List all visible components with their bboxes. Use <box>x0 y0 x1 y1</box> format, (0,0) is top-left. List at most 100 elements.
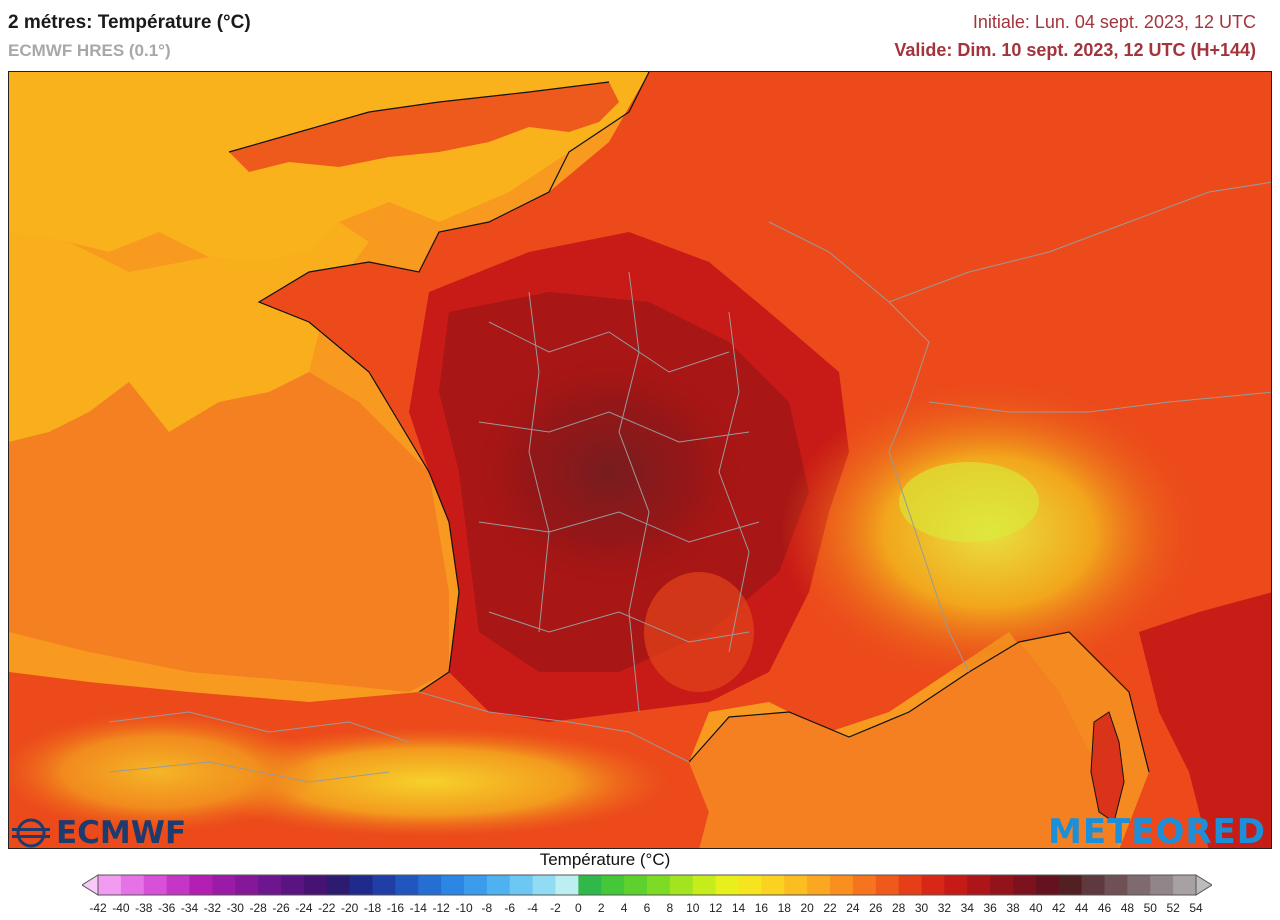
legend-title: Température (°C) <box>539 850 671 869</box>
legend-color-swatch <box>235 875 259 895</box>
legend-tick-label: 54 <box>1189 901 1203 915</box>
legend-tick-label: -36 <box>157 901 176 915</box>
coastlines <box>228 72 1150 773</box>
legend-color-swatch <box>418 875 442 895</box>
legend-tick-label: -26 <box>272 901 290 915</box>
map-title: 2 métres: Température (°C) <box>8 12 251 33</box>
initial-time: Initiale: Lun. 04 sept. 2023, 12 UTC <box>972 12 1256 32</box>
legend-color-swatch <box>990 875 1014 895</box>
legend-color-swatch <box>1173 875 1197 895</box>
legend-tick-label: 48 <box>1120 901 1135 915</box>
legend-color-swatch <box>738 875 762 895</box>
legend-color-swatch <box>578 875 602 895</box>
legend-tick-label: 14 <box>731 901 746 915</box>
legend-tick-label: -16 <box>386 901 405 915</box>
ecmwf-emblem-icon <box>12 818 50 848</box>
legend-color-swatch <box>120 875 145 895</box>
legend-color-swatch <box>395 875 419 895</box>
legend-tick-label: 2 <box>597 901 605 915</box>
legend-color-swatch <box>715 875 739 895</box>
legend-color-swatch <box>372 875 396 895</box>
legend-color-swatch <box>1081 875 1105 895</box>
legend-color-swatch <box>258 875 282 895</box>
legend-tick-label: -28 <box>249 901 267 915</box>
iberia-highland <box>9 712 319 832</box>
legend-tick-label: -24 <box>295 901 313 915</box>
alps-peak <box>899 462 1039 542</box>
legend-colorbar <box>82 874 1212 896</box>
legend-tick-label: 44 <box>1074 901 1089 915</box>
legend-tick-label: 6 <box>643 901 651 915</box>
legend-tick-label: -34 <box>180 901 199 915</box>
corsica <box>1090 711 1125 823</box>
legend-color-swatch <box>303 875 328 895</box>
legend-color-swatch <box>647 875 671 895</box>
legend-tick-label: 30 <box>914 901 929 915</box>
legend-tick-label: 40 <box>1029 901 1043 915</box>
legend-color-swatch <box>1127 875 1151 895</box>
legend-tick-label: -22 <box>318 901 336 915</box>
valid-time: Valide: Dim. 10 sept. 2023, 12 UTC (H+14… <box>894 40 1256 60</box>
legend-tick-label: 8 <box>666 901 674 915</box>
legend-color-swatch <box>1035 875 1060 895</box>
legend-tick-label: 46 <box>1097 901 1112 915</box>
legend-color-swatch <box>555 875 579 895</box>
legend-tick-label: -12 <box>432 901 450 915</box>
legend-color-swatch <box>281 875 305 895</box>
legend-color-swatch <box>807 875 831 895</box>
legend-color-swatch <box>486 875 511 895</box>
legend-color-swatch <box>1150 875 1174 895</box>
legend-color-swatch <box>189 875 213 895</box>
legend-tick-label: 18 <box>777 901 791 915</box>
legend-tick-label: 34 <box>960 901 974 915</box>
legend-frame <box>97 874 1197 896</box>
temperature-map[interactable] <box>8 71 1272 849</box>
legend-color-swatch <box>1058 875 1083 895</box>
legend-tick-label: 26 <box>869 901 883 915</box>
massif-central <box>644 572 754 692</box>
model-name: ECMWF HRES (0.1°) <box>8 41 171 60</box>
legend-tick-label: -32 <box>203 901 222 915</box>
legend-color-swatch <box>669 875 694 895</box>
italy-land <box>1139 592 1271 848</box>
legend-color-swatch <box>761 875 785 895</box>
legend-tick-label: -6 <box>504 901 516 915</box>
legend-min-arrow <box>82 874 99 896</box>
legend-color-swatch <box>441 875 465 895</box>
legend-color-swatch <box>921 875 945 895</box>
legend-color-swatch <box>875 875 900 895</box>
legend-tick-label: 38 <box>1006 901 1020 915</box>
legend-tick-label: -20 <box>340 901 359 915</box>
legend-tick-label: 50 <box>1143 901 1157 915</box>
legend-color-swatch <box>1104 875 1128 895</box>
uk-land <box>229 82 619 172</box>
legend-color-swatch <box>464 875 488 895</box>
legend-max-arrow <box>1195 874 1212 896</box>
legend-tick-label: 42 <box>1052 901 1066 915</box>
legend-color-swatch <box>944 875 968 895</box>
legend-tick-label: 28 <box>891 901 906 915</box>
legend-tick-label: -42 <box>89 901 107 915</box>
legend-color-swatch <box>166 875 190 895</box>
mediterranean-sea <box>689 642 1119 848</box>
legend-tick-label: -18 <box>363 901 382 915</box>
legend-color-swatch <box>830 875 854 895</box>
legend-tick-label: 16 <box>754 901 769 915</box>
meteored-logo: METEORED <box>1047 812 1266 852</box>
legend-tick-label: -8 <box>481 901 493 915</box>
legend-tick-label: 20 <box>800 901 814 915</box>
legend-tick-label: -2 <box>550 901 561 915</box>
legend-ticks: -42 -40 -38 -36 -34 -32 -30 -28 -26 -24 -22 -20 -18-… <box>82 901 1212 919</box>
central-heat <box>469 352 749 592</box>
legend-tick-label: 22 <box>823 901 837 915</box>
legend-color-swatch <box>1013 875 1037 895</box>
ecmwf-logo: ECMWF <box>10 815 186 851</box>
legend-tick-label: 32 <box>937 901 952 915</box>
legend-tick-label: -14 <box>409 901 427 915</box>
borders <box>108 181 1271 783</box>
legend-color-swatch <box>784 875 808 895</box>
legend-tick-label: 0 <box>575 901 582 915</box>
legend-tick-label: 24 <box>846 901 860 915</box>
legend-tick-label: -10 <box>455 901 473 915</box>
legend-color-swatch <box>532 875 556 895</box>
